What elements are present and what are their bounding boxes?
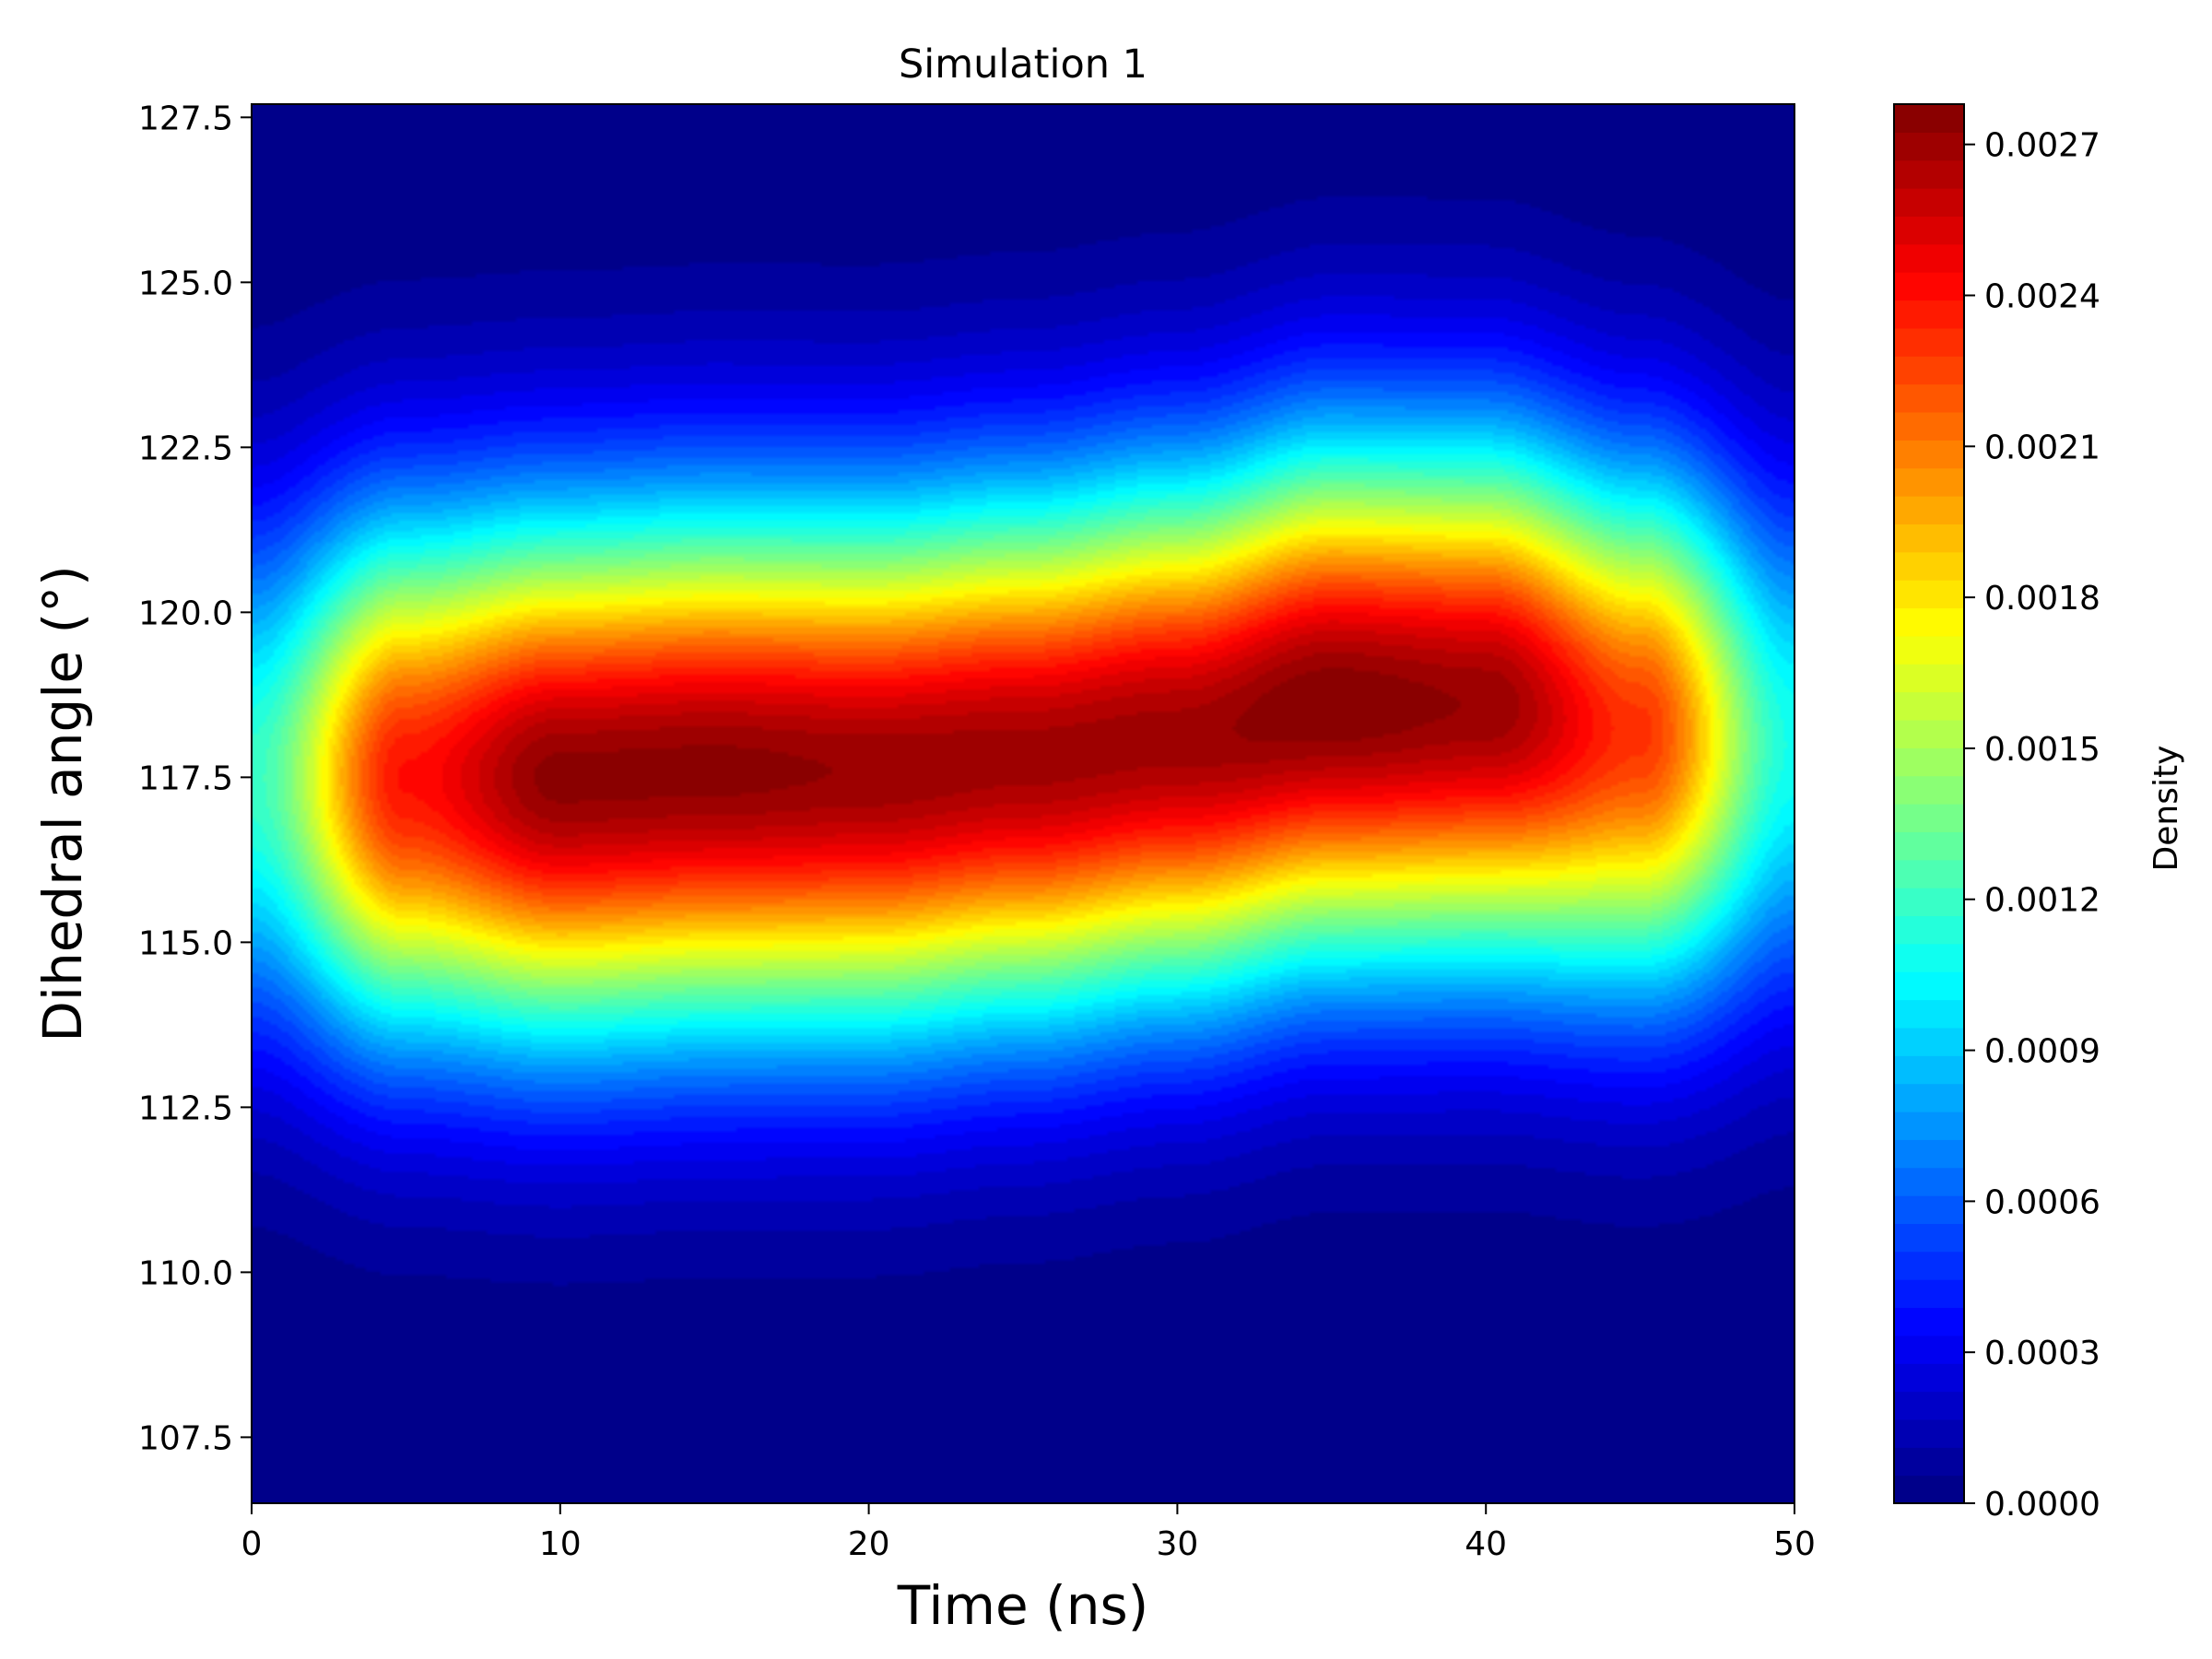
colorbar-band [1894, 1475, 1964, 1504]
colorbar-label: Density [2147, 746, 2185, 872]
colorbar-band [1894, 551, 1964, 581]
colorbar-band [1894, 1363, 1964, 1393]
colorbar-band [1894, 971, 1964, 1001]
x-tick-label: 40 [1465, 1525, 1507, 1563]
x-tick-label: 20 [848, 1525, 890, 1563]
colorbar-band [1894, 104, 1964, 133]
colorbar-tick-label: 0.0021 [1984, 429, 2100, 466]
y-tick-label: 107.5 [138, 1419, 233, 1457]
colorbar-band [1894, 132, 1964, 161]
colorbar-band [1894, 524, 1964, 553]
colorbar-ticks: 0.0000 0.0003 0.0006 0.0009 0.0012 0.0015 0.00… [1964, 127, 2100, 1524]
colorbar-band [1894, 607, 1964, 637]
colorbar-band [1894, 1279, 1964, 1309]
colorbar-tick-label: 0.0015 [1984, 731, 2100, 769]
colorbar-band [1894, 1335, 1964, 1364]
y-tick-label: 117.5 [138, 759, 233, 797]
colorbar-tick-label: 0.0000 [1984, 1486, 2100, 1524]
x-tick-label: 0 [241, 1525, 263, 1563]
colorbar-band [1894, 1167, 1964, 1196]
chart-title: Simulation 1 [899, 41, 1147, 88]
colorbar-tick-label: 0.0024 [1984, 277, 2100, 315]
colorbar-band [1894, 635, 1964, 665]
colorbar-band [1894, 1418, 1964, 1448]
colorbar-band [1894, 411, 1964, 441]
colorbar-tick-label: 0.0012 [1984, 882, 2100, 920]
colorbar-band [1894, 272, 1964, 301]
y-tick-label: 120.0 [138, 594, 233, 632]
colorbar-band [1894, 1111, 1964, 1140]
y-tick-label: 115.0 [138, 924, 233, 962]
colorbar: 0.0000 0.0003 0.0006 0.0009 0.0012 0.0015 0.00… [1893, 103, 2185, 1524]
plot-area: 0 10 20 30 40 50 107.5 110.0 112.5 115.0 117.5 120… [138, 100, 1816, 1563]
colorbar-bands [1894, 104, 1964, 1504]
colorbar-band [1894, 188, 1964, 218]
y-axis-label: Dihedral angle (°) [31, 565, 94, 1042]
colorbar-band [1894, 1223, 1964, 1253]
colorbar-band [1894, 831, 1964, 861]
colorbar-tick-label: 0.0009 [1984, 1033, 2100, 1071]
x-tick-label: 10 [539, 1525, 582, 1563]
y-tick-label: 110.0 [138, 1254, 233, 1292]
colorbar-band [1894, 580, 1964, 609]
plot-frame [251, 103, 1795, 1504]
colorbar-band [1894, 159, 1964, 189]
colorbar-frame [1893, 103, 1965, 1504]
x-axis-label: Time (ns) [897, 1574, 1149, 1637]
colorbar-band [1894, 467, 1964, 497]
colorbar-tick-label: 0.0006 [1984, 1183, 2100, 1221]
colorbar-band [1894, 383, 1964, 413]
colorbar-band [1894, 440, 1964, 469]
y-axis-ticks: 107.5 110.0 112.5 115.0 117.5 120.0 122.5 125.0… [138, 100, 252, 1457]
colorbar-band [1894, 1251, 1964, 1280]
colorbar-band [1894, 327, 1964, 357]
x-tick-label: 50 [1773, 1525, 1816, 1563]
colorbar-band [1894, 1195, 1964, 1224]
colorbar-band [1894, 999, 1964, 1029]
colorbar-band [1894, 859, 1964, 888]
colorbar-band [1894, 915, 1964, 945]
colorbar-band [1894, 300, 1964, 329]
y-tick-label: 122.5 [138, 429, 233, 467]
colorbar-band [1894, 1027, 1964, 1056]
colorbar-band [1894, 1083, 1964, 1112]
colorbar-band [1894, 719, 1964, 748]
colorbar-band [1894, 356, 1964, 385]
colorbar-band [1894, 943, 1964, 972]
colorbar-band [1894, 216, 1964, 245]
colorbar-band [1894, 664, 1964, 693]
colorbar-tick-label: 0.0018 [1984, 580, 2100, 618]
colorbar-band [1894, 691, 1964, 721]
colorbar-band [1894, 804, 1964, 832]
y-tick-label: 127.5 [138, 100, 233, 137]
colorbar-tick-label: 0.0027 [1984, 127, 2100, 165]
colorbar-band [1894, 1307, 1964, 1336]
colorbar-band [1894, 243, 1964, 273]
colorbar-tick-label: 0.0003 [1984, 1335, 2100, 1372]
colorbar-band [1894, 888, 1964, 917]
x-tick-label: 30 [1156, 1525, 1198, 1563]
y-tick-label: 112.5 [138, 1089, 233, 1127]
x-axis-ticks: 0 10 20 30 40 50 [241, 1503, 1816, 1563]
colorbar-band [1894, 1055, 1964, 1085]
y-tick-label: 125.0 [138, 265, 233, 302]
density-heatmap [252, 104, 1794, 1503]
colorbar-band [1894, 747, 1964, 777]
colorbar-band [1894, 1139, 1964, 1169]
colorbar-band [1894, 775, 1964, 805]
colorbar-band [1894, 496, 1964, 524]
colorbar-band [1894, 1447, 1964, 1477]
colorbar-band [1894, 1391, 1964, 1420]
